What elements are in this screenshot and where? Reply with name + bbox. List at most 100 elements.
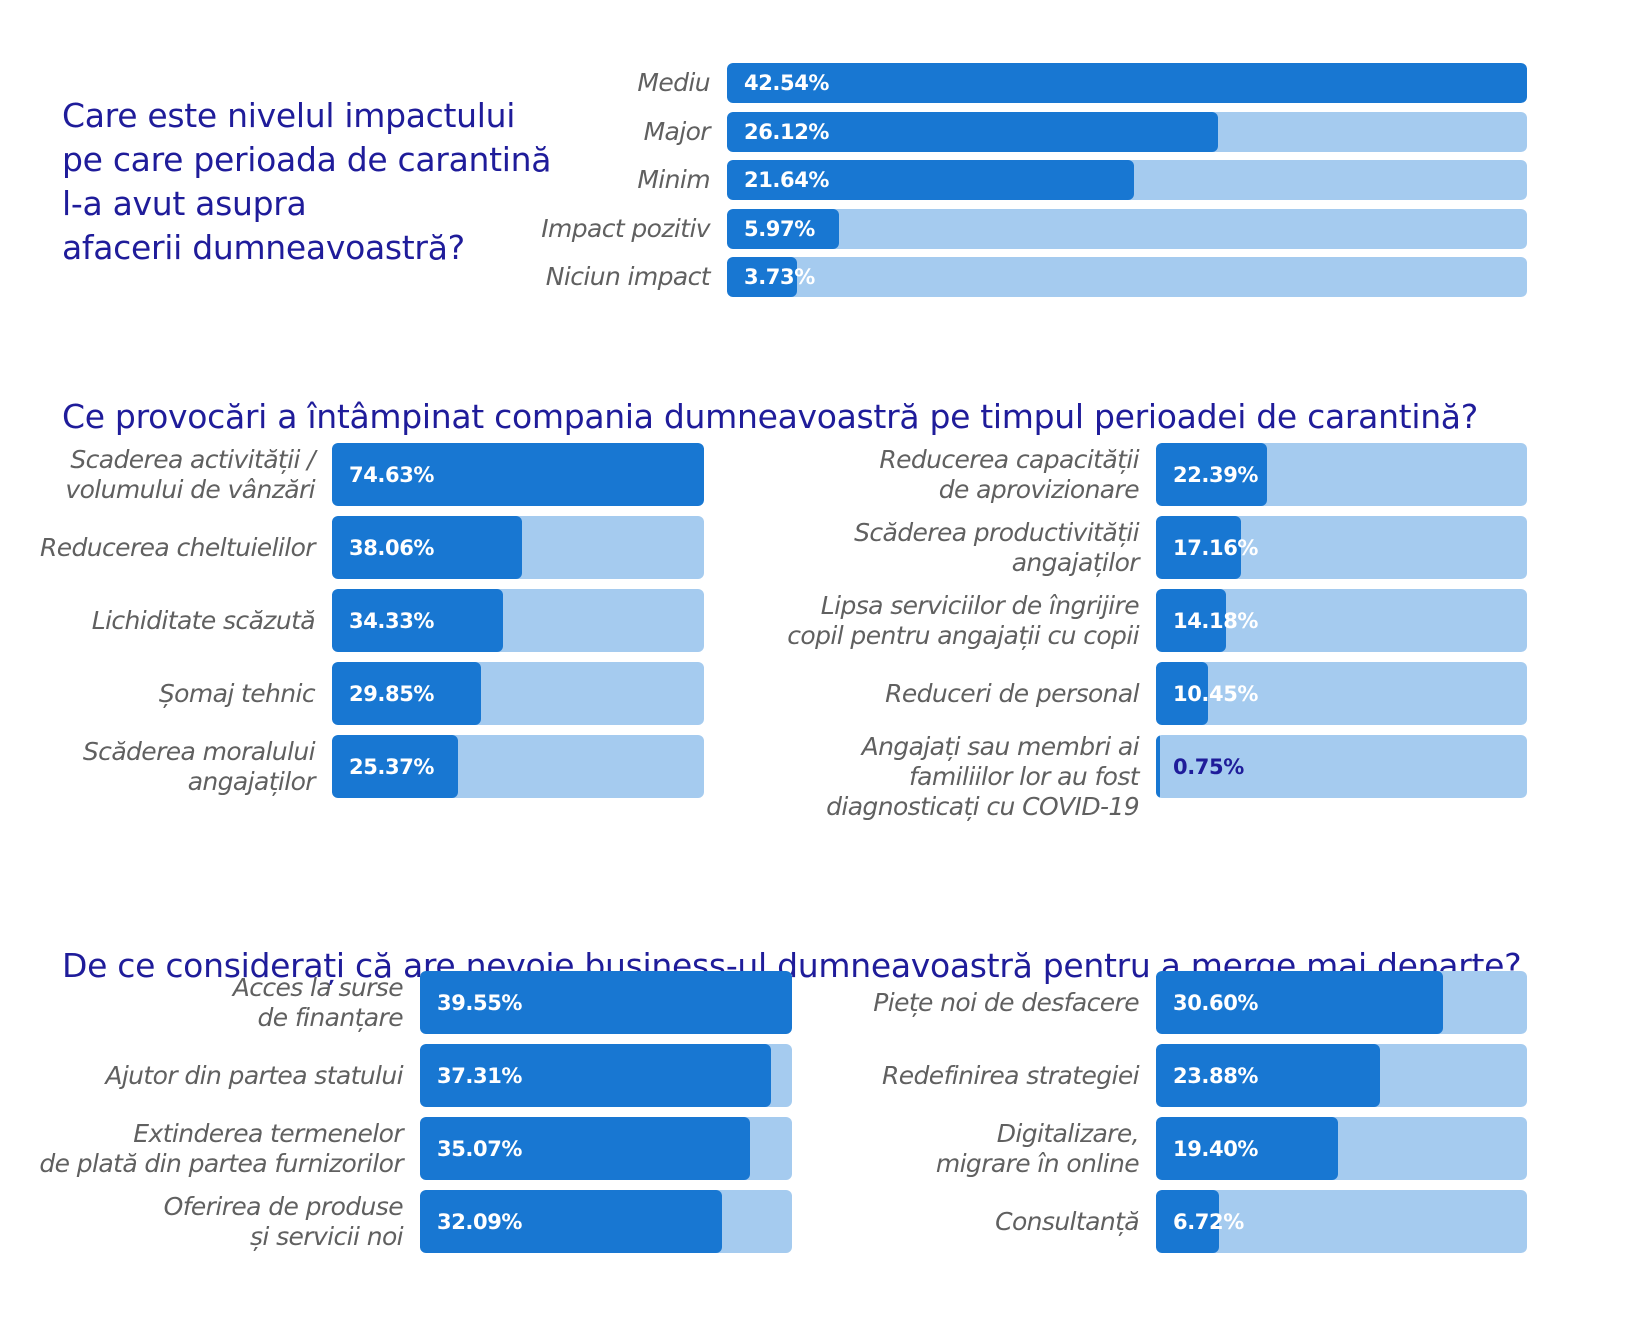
category-label: Major <box>643 116 711 146</box>
bar-fill <box>420 1117 750 1180</box>
bar-track: 5.97% <box>727 208 1527 249</box>
category-label: Mediu <box>637 68 710 97</box>
bar-fill <box>332 589 504 652</box>
bar-row: Consultanță 6.72% <box>0 1190 1634 1253</box>
category-label: Acces la surse de finanțare <box>232 972 404 1032</box>
bar-fill <box>1156 1190 1220 1253</box>
value-label: 37.31% <box>437 1063 523 1088</box>
category-label: Reducerea capacității de aprovizionare <box>879 444 1139 504</box>
bar-track: 35.07% <box>420 1117 792 1180</box>
bar-track: 37.31% <box>420 1044 792 1107</box>
category-label: Oferirea de produse și servicii noi <box>163 1191 404 1251</box>
value-label: 10.45% <box>1173 681 1259 706</box>
bar-fill <box>1156 589 1227 652</box>
bar-row: Reducerea capacității de aprovizionare 22… <box>0 443 1634 506</box>
bar-track: 42.54% <box>727 63 1527 103</box>
bar-row: Reduceri de personal 10.45% <box>0 662 1634 725</box>
category-label: Minim <box>637 165 710 194</box>
value-label: 5.97% <box>744 216 815 241</box>
bar-fill <box>1156 516 1242 579</box>
bar-fill <box>1156 443 1268 506</box>
value-label: 3.73% <box>744 265 815 289</box>
value-label: 30.60% <box>1173 990 1259 1015</box>
bar-track: 34.33% <box>332 589 704 652</box>
bar-fill <box>332 443 704 506</box>
value-label: 21.64% <box>744 168 830 192</box>
category-label: Extinderea termenelor de plată din parte… <box>39 1118 403 1178</box>
value-label: 19.40% <box>1173 1136 1259 1161</box>
bar-fill <box>727 257 798 297</box>
bar-fill <box>420 1190 722 1253</box>
category-label: Angajați sau membri ai familiilor lor au… <box>826 731 1140 821</box>
bar-row: Minim 21.64% <box>0 160 1634 200</box>
bar-fill <box>1156 735 1160 798</box>
value-label: 32.09% <box>437 1209 523 1234</box>
value-label: 6.72% <box>1173 1209 1244 1234</box>
bar-track: 30.60% <box>1156 971 1527 1034</box>
bar-row: Șomaj tehnic 29.85% <box>0 662 1634 725</box>
bar-track: 39.55% <box>420 971 792 1034</box>
bar-row: Scaderea activității / volumului de vânz… <box>0 443 1634 506</box>
bar-track: 21.64% <box>727 160 1527 200</box>
bar-row: Angajați sau membri ai familiilor lor au… <box>0 732 1634 821</box>
bar-row: Niciun impact 3.73% <box>0 257 1634 297</box>
value-label: 34.33% <box>349 608 435 633</box>
bar-fill <box>420 971 792 1034</box>
bar-row: Oferirea de produse și servicii noi 32.09… <box>0 1190 1634 1253</box>
bar-fill <box>727 111 1219 152</box>
bar-row: Mediu 42.54% <box>0 63 1634 103</box>
category-label: Scăderea productivității angajaților <box>854 517 1140 577</box>
category-label: Piețe noi de desfacere <box>873 987 1139 1017</box>
bar-row: Lipsa serviciilor de îngrijire copil pen… <box>0 589 1634 652</box>
value-label: 39.55% <box>437 990 523 1015</box>
value-label: 26.12% <box>744 119 830 144</box>
category-label: Lichiditate scăzută <box>91 605 316 635</box>
value-label: 38.06% <box>349 535 435 560</box>
bar-track: 32.09% <box>420 1190 792 1253</box>
bar-track: 3.73% <box>727 257 1527 297</box>
bar-track: 22.39% <box>1156 443 1527 506</box>
bar-track: 25.37% <box>332 735 704 798</box>
category-label: Scăderea moralului angajaților <box>82 736 316 796</box>
value-label: 29.85% <box>349 681 435 706</box>
value-label: 42.54% <box>744 71 830 95</box>
category-label: Lipsa serviciilor de îngrijire copil pen… <box>787 590 1139 650</box>
bar-fill <box>727 160 1134 200</box>
bar-row: Acces la surse de finanțare 39.55% <box>0 971 1634 1034</box>
bar-track: 6.72% <box>1156 1190 1527 1253</box>
value-label: 14.18% <box>1173 608 1259 633</box>
bar-track: 29.85% <box>332 662 704 725</box>
category-label: Scaderea activității / volumului de vânz… <box>65 444 315 504</box>
bar-track: 26.12% <box>727 111 1527 152</box>
category-label: Reducerea cheltuielilor <box>39 532 316 562</box>
category-label: Impact pozitiv <box>541 213 710 243</box>
bar-track: 0.75% <box>1156 735 1527 798</box>
bar-fill <box>332 735 459 798</box>
category-label: Digitalizare, migrare în online <box>935 1118 1140 1178</box>
bar-track: 14.18% <box>1156 589 1527 652</box>
bar-fill <box>332 516 522 579</box>
category-label: Niciun impact <box>545 262 711 291</box>
chart-title-challenges: Ce provocări a întâmpinat compania dumne… <box>62 397 1478 436</box>
value-label: 23.88% <box>1173 1063 1259 1088</box>
category-label: Reduceri de personal <box>885 678 1140 708</box>
value-label: 0.75% <box>1173 754 1244 779</box>
bar-fill <box>727 208 840 249</box>
bar-track: 38.06% <box>332 516 704 579</box>
value-label: 25.37% <box>349 754 435 779</box>
category-label: Șomaj tehnic <box>158 678 316 708</box>
bar-fill <box>1156 1044 1380 1107</box>
chart-title-impact: Care este nivelul impactului pe care per… <box>62 96 552 267</box>
bar-fill <box>1156 662 1208 725</box>
category-label: Redefinirea strategiei <box>881 1060 1140 1090</box>
bar-fill <box>1156 971 1444 1034</box>
bar-fill <box>420 1044 771 1107</box>
bar-fill <box>727 63 1527 103</box>
bar-track: 74.63% <box>332 443 704 506</box>
bar-fill <box>332 662 481 725</box>
bar-row: Extinderea termenelor de plată din parte… <box>0 1117 1634 1180</box>
bar-row: Scăderea moralului angajaților 25.37% <box>0 735 1634 798</box>
category-label: Consultanță <box>995 1206 1140 1236</box>
value-label: 22.39% <box>1173 462 1259 487</box>
value-label: 17.16% <box>1173 535 1259 560</box>
